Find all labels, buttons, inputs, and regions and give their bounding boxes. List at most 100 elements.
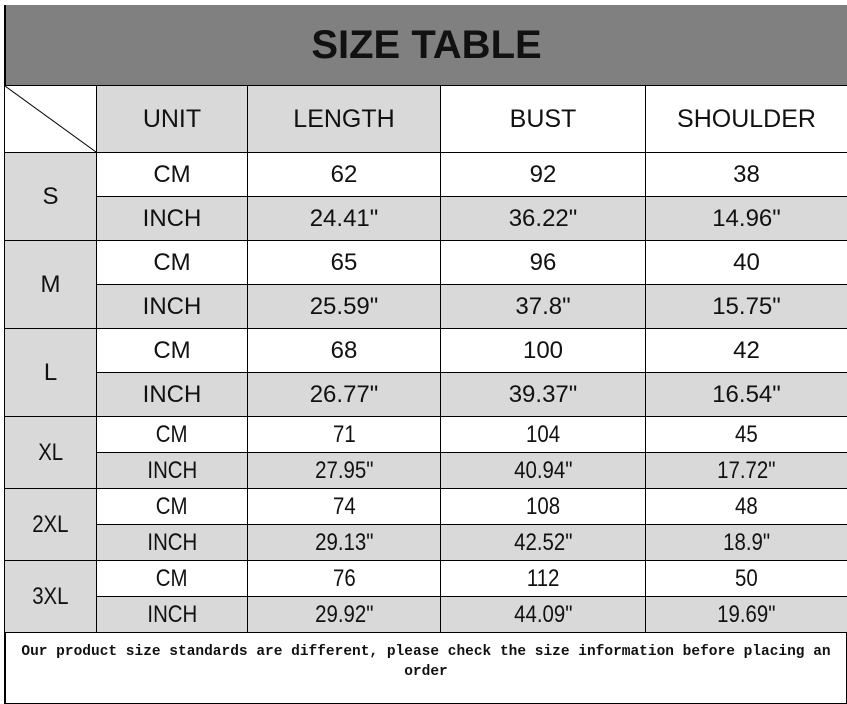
cell-text: 92: [529, 160, 557, 188]
cell-text: 18.9": [723, 528, 770, 556]
cell-text: CM: [156, 564, 188, 592]
cell-text: 38: [733, 160, 760, 188]
cell-text: 44.09": [513, 600, 573, 628]
value-cell: 37.8": [440, 284, 646, 329]
value-cell: 15.75": [645, 284, 847, 329]
size-label: 3XL: [4, 560, 97, 633]
value-cell: 24.41": [247, 196, 441, 241]
header-row: UNIT LENGTH BUST SHOULDER: [4, 85, 847, 153]
value-cell: 26.77": [247, 372, 441, 417]
cell-text: 74: [332, 492, 356, 520]
table-row-inch: INCH 29.92" 44.09" 19.69": [5, 596, 847, 633]
cell-text: INCH: [142, 292, 202, 320]
unit-cell: INCH: [96, 596, 248, 633]
size-label: S: [4, 152, 97, 241]
table-row-cm: M CM 65 96 40: [4, 240, 847, 329]
cell-text: 14.96": [712, 204, 781, 232]
cell-text: INCH: [147, 600, 197, 628]
value-cell: 40: [645, 240, 847, 285]
value-cell: 29.92": [247, 596, 441, 633]
cell-text: 17.72": [717, 456, 776, 484]
cell-text: 36.22": [508, 204, 578, 232]
corner-cell: [4, 85, 97, 153]
size-label: L: [4, 328, 97, 417]
value-cell: 76: [247, 560, 441, 597]
value-cell: 38: [645, 152, 847, 197]
value-cell: 112: [440, 560, 646, 597]
cell-text: 25.59": [309, 292, 379, 320]
cell-text: 71: [332, 420, 356, 448]
size-label: M: [4, 240, 97, 329]
table-row-cm: L CM 68 100 42: [4, 328, 847, 417]
table-row-cm: XL CM 71 104 45: [4, 416, 847, 489]
cell-text: 26.77": [309, 380, 379, 408]
cell-text: 27.95": [314, 456, 374, 484]
unit-cell: CM: [96, 328, 248, 373]
cell-text: 39.37": [508, 380, 578, 408]
size-text: M: [40, 270, 61, 298]
table-row-inch: INCH 29.13" 42.52" 18.9": [5, 524, 847, 561]
size-table: UNIT LENGTH BUST SHOULDER S CM 62 92 38 INCH 2…: [4, 85, 847, 633]
cell-text: 100: [522, 336, 564, 364]
cell-text: INCH: [147, 528, 197, 556]
cell-text: CM: [153, 160, 191, 188]
header-unit: UNIT: [96, 85, 248, 153]
value-cell: 100: [440, 328, 646, 373]
cell-text: 40: [733, 248, 760, 276]
value-cell: 18.9": [645, 524, 847, 561]
unit-cell: INCH: [96, 284, 248, 329]
value-cell: 25.59": [247, 284, 441, 329]
cell-text: INCH: [142, 380, 202, 408]
unit-cell: CM: [96, 488, 248, 525]
cell-text: 42.52": [513, 528, 573, 556]
cell-text: 76: [332, 564, 356, 592]
value-cell: 39.37": [440, 372, 646, 417]
cell-text: 37.8": [515, 292, 571, 320]
size-text: 3XL: [32, 582, 69, 610]
unit-cell: CM: [96, 152, 248, 197]
value-cell: 16.54": [645, 372, 847, 417]
cell-text: INCH: [147, 456, 197, 484]
size-text: 2XL: [32, 510, 69, 538]
value-cell: 19.69": [645, 596, 847, 633]
value-cell: 92: [440, 152, 646, 197]
cell-text: 40.94": [513, 456, 573, 484]
cell-text: CM: [156, 492, 188, 520]
header-length: LENGTH: [247, 85, 441, 153]
table-row-inch: INCH 24.41" 36.22" 14.96": [5, 196, 847, 241]
unit-cell: INCH: [96, 452, 248, 489]
cell-text: CM: [153, 336, 191, 364]
table-row-inch: INCH 25.59" 37.8" 15.75": [5, 284, 847, 329]
cell-text: 19.69": [717, 600, 776, 628]
value-cell: 17.72": [645, 452, 847, 489]
value-cell: 104: [440, 416, 646, 453]
size-text: S: [42, 182, 59, 210]
cell-text: 108: [525, 492, 561, 520]
cell-text: 45: [735, 420, 758, 448]
unit-cell: INCH: [96, 524, 248, 561]
value-cell: 42: [645, 328, 847, 373]
cell-text: 24.41": [309, 204, 379, 232]
cell-text: 104: [525, 420, 561, 448]
value-cell: 27.95": [247, 452, 441, 489]
cell-text: 50: [735, 564, 758, 592]
header-bust: BUST: [440, 85, 646, 153]
unit-cell: CM: [96, 240, 248, 285]
size-text: XL: [38, 438, 63, 466]
cell-text: 68: [330, 336, 358, 364]
unit-cell: INCH: [96, 372, 248, 417]
unit-cell: CM: [96, 560, 248, 597]
value-cell: 36.22": [440, 196, 646, 241]
cell-text: 62: [330, 160, 358, 188]
cell-text: INCH: [142, 204, 202, 232]
cell-text: CM: [156, 420, 188, 448]
size-note: Our product size standards are different…: [4, 633, 847, 704]
size-label: XL: [4, 416, 97, 489]
cell-text: 29.92": [314, 600, 374, 628]
value-cell: 68: [247, 328, 441, 373]
cell-text: CM: [153, 248, 191, 276]
cell-text: 48: [735, 492, 758, 520]
size-text: L: [43, 358, 58, 386]
size-label: 2XL: [4, 488, 97, 561]
cell-text: 16.54": [712, 380, 781, 408]
